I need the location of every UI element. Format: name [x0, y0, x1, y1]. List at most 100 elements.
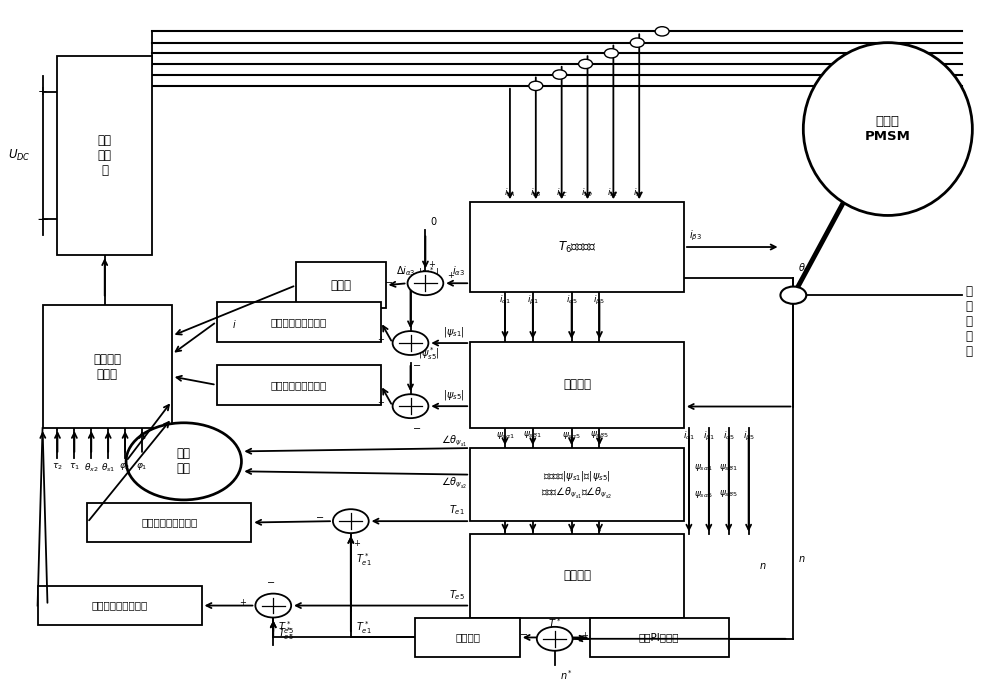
- Bar: [43, 305, 172, 428]
- Text: 扇区
判断: 扇区 判断: [177, 447, 191, 475]
- Circle shape: [553, 70, 567, 79]
- Text: $U_{DC}$: $U_{DC}$: [8, 148, 31, 163]
- Text: $\psi_{s\beta5}$: $\psi_{s\beta5}$: [719, 489, 738, 500]
- Text: 双三相
PMSM: 双三相 PMSM: [865, 115, 911, 143]
- Bar: [470, 448, 684, 521]
- Text: $i_{sB}$: $i_{sB}$: [530, 186, 542, 199]
- Text: $\angle\theta_{\psi_{s1}}$: $\angle\theta_{\psi_{s1}}$: [441, 433, 467, 447]
- Circle shape: [537, 627, 573, 651]
- Text: −: −: [412, 424, 421, 434]
- Text: $|\psi^*_{s1}|$: $|\psi^*_{s1}|$: [418, 265, 440, 282]
- Text: $T_{e1}$: $T_{e1}$: [449, 503, 465, 517]
- Circle shape: [655, 27, 669, 36]
- Bar: [415, 617, 520, 658]
- Text: 磁链幅値$|\psi_{s1}|$、$|\psi_{s5}|$
及角度$\angle\theta_{\psi_{s1}}$、$\angle\theta_{\ps: 磁链幅値$|\psi_{s1}|$、$|\psi_{s5}|$ 及角度$\ang…: [541, 469, 613, 500]
- Bar: [38, 586, 202, 625]
- Text: $\psi_{s\alpha1}$: $\psi_{s\alpha1}$: [496, 430, 514, 441]
- Bar: [296, 262, 386, 308]
- Text: $i_{\alpha1}$: $i_{\alpha1}$: [683, 429, 695, 442]
- Bar: [470, 534, 684, 617]
- Text: −: −: [412, 361, 421, 371]
- Text: $i_{sF}$: $i_{sF}$: [633, 186, 645, 199]
- Text: $\psi_{s\alpha5}$: $\psi_{s\alpha5}$: [694, 489, 713, 500]
- Text: $T^*_{e5}$: $T^*_{e5}$: [278, 625, 294, 642]
- Circle shape: [393, 331, 428, 355]
- Text: $\theta_r$: $\theta_r$: [798, 261, 809, 275]
- Text: 最优矢量
开关表: 最优矢量 开关表: [93, 353, 121, 381]
- Text: $\theta_{x2}$: $\theta_{x2}$: [84, 461, 99, 474]
- Text: 第二转矩滞环比较器: 第二转矩滞环比较器: [92, 601, 148, 610]
- Text: $i_{\beta1}$: $i_{\beta1}$: [703, 429, 715, 443]
- Circle shape: [529, 82, 543, 90]
- Text: $\varphi_1$: $\varphi_1$: [136, 461, 148, 473]
- Text: $\tau_2$: $\tau_2$: [52, 461, 63, 472]
- Circle shape: [333, 509, 369, 533]
- Text: $T^*_{e5}$: $T^*_{e5}$: [278, 619, 294, 636]
- Text: $\Delta i_{\alpha3}$: $\Delta i_{\alpha3}$: [396, 264, 415, 278]
- Text: $i_{\alpha1}$: $i_{\alpha1}$: [499, 294, 511, 306]
- Text: $T_6$坐标变换: $T_6$坐标变换: [558, 240, 596, 255]
- Text: $\theta_{s1}$: $\theta_{s1}$: [101, 461, 115, 474]
- Circle shape: [126, 423, 241, 500]
- Text: $\psi_{s\alpha5}$: $\psi_{s\alpha5}$: [562, 430, 581, 441]
- Text: $T^*_e$: $T^*_e$: [548, 616, 561, 634]
- Text: $|\psi^*_{s5}|$: $|\psi^*_{s5}|$: [418, 345, 440, 362]
- Circle shape: [408, 271, 443, 295]
- Bar: [217, 302, 381, 342]
- Text: +: +: [582, 631, 588, 640]
- Text: $i_{\beta5}$: $i_{\beta5}$: [743, 429, 755, 443]
- Text: 第二磁链滞环比较器: 第二磁链滞环比较器: [270, 380, 327, 390]
- Text: +: +: [353, 539, 360, 548]
- Ellipse shape: [803, 42, 972, 216]
- Text: $i_{sD}$: $i_{sD}$: [581, 186, 594, 199]
- Text: $\psi_{s\beta5}$: $\psi_{s\beta5}$: [590, 430, 609, 441]
- Text: 第一磁链滞环比较器: 第一磁链滞环比较器: [270, 316, 327, 327]
- Circle shape: [579, 60, 592, 68]
- Text: 转矩计算: 转矩计算: [563, 569, 591, 582]
- Text: 速
度
传
感
器: 速 度 传 感 器: [966, 285, 973, 358]
- Text: 第一转矩滞环比较器: 第一转矩滞环比较器: [141, 517, 197, 527]
- Text: $i_{\beta1}$: $i_{\beta1}$: [527, 294, 539, 307]
- Bar: [217, 365, 381, 405]
- Text: 六相
逆变
器: 六相 逆变 器: [98, 134, 112, 177]
- Text: +: +: [447, 271, 454, 279]
- Text: $i_{\alpha5}$: $i_{\alpha5}$: [723, 429, 735, 442]
- Text: $\psi_{s\beta1}$: $\psi_{s\beta1}$: [719, 462, 738, 473]
- Text: $n^*$: $n^*$: [560, 669, 573, 682]
- Bar: [57, 56, 152, 256]
- Text: $\tau_1$: $\tau_1$: [69, 461, 80, 472]
- Circle shape: [630, 38, 644, 47]
- Text: $i_{\beta3}$: $i_{\beta3}$: [689, 229, 702, 243]
- Text: −: −: [36, 212, 49, 227]
- Text: +: +: [240, 598, 246, 607]
- Text: $\angle\theta_{\psi_{s2}}$: $\angle\theta_{\psi_{s2}}$: [441, 475, 467, 490]
- Text: −: −: [316, 513, 324, 523]
- Circle shape: [393, 395, 428, 418]
- Text: +: +: [377, 399, 384, 408]
- Text: $i_{\alpha3}$: $i_{\alpha3}$: [452, 264, 465, 278]
- Text: $\psi_{s\alpha1}$: $\psi_{s\alpha1}$: [694, 462, 713, 473]
- Text: 比较器: 比较器: [330, 279, 351, 292]
- Text: −: −: [267, 577, 275, 588]
- Text: $n$: $n$: [759, 561, 766, 571]
- Text: $i_{sC}$: $i_{sC}$: [556, 186, 568, 199]
- Bar: [470, 342, 684, 428]
- Circle shape: [604, 49, 618, 58]
- Text: 比例分配: 比例分配: [455, 632, 480, 643]
- Text: $T^*_{e1}$: $T^*_{e1}$: [356, 551, 372, 568]
- Text: −: −: [520, 630, 528, 640]
- Text: +: +: [38, 86, 47, 99]
- Circle shape: [780, 286, 806, 304]
- Text: $i_{sE}$: $i_{sE}$: [607, 186, 619, 199]
- Text: $n$: $n$: [798, 554, 806, 564]
- Bar: [87, 503, 251, 543]
- Circle shape: [255, 594, 291, 617]
- Text: $|\psi_{s1}|$: $|\psi_{s1}|$: [443, 325, 465, 339]
- Text: $T_{e5}$: $T_{e5}$: [449, 588, 465, 601]
- Text: 0: 0: [430, 216, 437, 227]
- Text: $i$: $i$: [232, 318, 236, 329]
- Text: +: +: [428, 260, 435, 269]
- Text: +: +: [377, 335, 384, 345]
- Text: −: −: [385, 278, 393, 288]
- Text: $i_{\beta5}$: $i_{\beta5}$: [593, 294, 605, 307]
